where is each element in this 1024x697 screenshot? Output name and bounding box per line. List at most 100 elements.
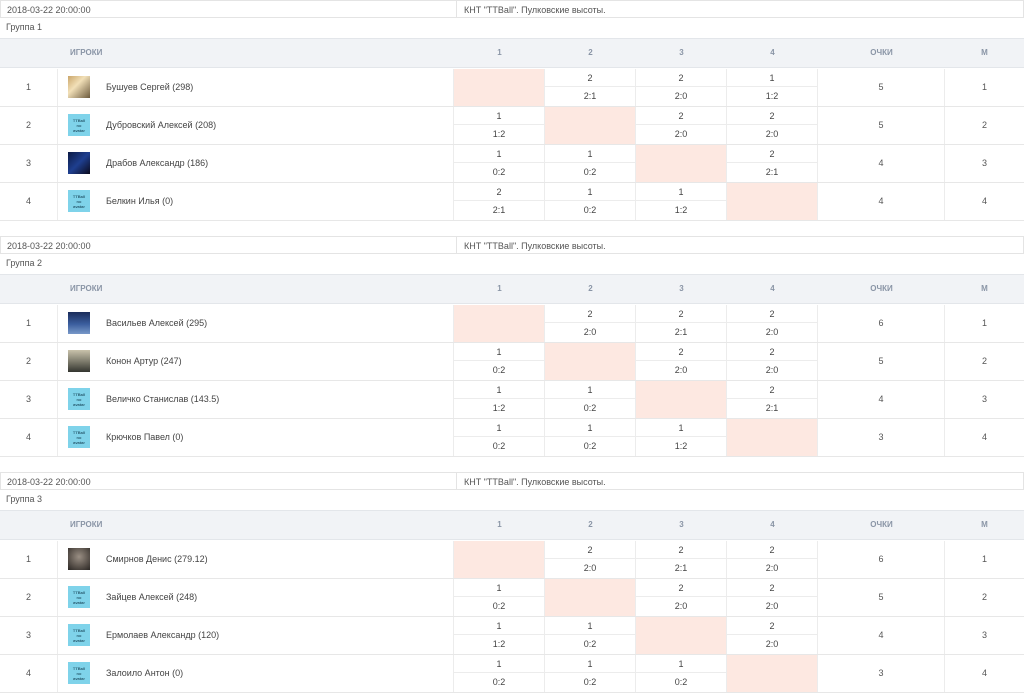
player-name[interactable]: Смирнов Денис (279.12)	[106, 554, 208, 564]
total-points: 4	[818, 145, 945, 182]
total-points: 4	[818, 617, 945, 654]
table-row: 3 TTBall no avatar Величко Станислав (143.5)…	[0, 381, 1024, 419]
col-4-header: 4	[770, 48, 775, 57]
score-cell: 2 2:0	[727, 541, 818, 578]
match-points: 1	[454, 419, 544, 437]
row-number: 1	[0, 541, 58, 578]
col-2-header: 2	[588, 520, 593, 529]
row-number: 2	[0, 579, 58, 616]
match-score: 2:0	[674, 129, 688, 139]
match-score: 0:2	[583, 677, 597, 687]
match-points: 2	[545, 69, 635, 87]
col-3-header: 3	[679, 284, 684, 293]
score-cell: 2 2:1	[545, 69, 636, 106]
match-points: 2	[545, 541, 635, 559]
venue-name: КНТ "TTBall". Пулковские высоты.	[464, 477, 606, 487]
match-score: 1:2	[674, 441, 688, 451]
group-header: 2018-03-22 20:00:00 КНТ "TTBall". Пулковс…	[0, 0, 1024, 18]
col-1-header: 1	[497, 284, 502, 293]
row-number: 1	[0, 305, 58, 342]
self-match-cell	[454, 69, 545, 106]
row-number: 4	[0, 655, 58, 692]
col-1-header: 1	[497, 48, 502, 57]
total-points: 5	[818, 579, 945, 616]
self-match-cell	[636, 381, 727, 418]
player-name[interactable]: Залоило Антон (0)	[106, 668, 184, 678]
player-name[interactable]: Драбов Александр (186)	[106, 158, 209, 168]
venue-name: КНТ "TTBall". Пулковские высоты.	[464, 241, 606, 251]
player-avatar: TTBall no avatar	[68, 662, 90, 684]
total-points: 4	[818, 381, 945, 418]
col-4-header: 4	[770, 520, 775, 529]
player-name[interactable]: Зайцев Алексей (248)	[106, 592, 198, 602]
row-number: 2	[0, 107, 58, 144]
table-row: 2 TTBall no avatar Дубровский Алексей (208) 1…	[0, 107, 1024, 145]
self-match-cell	[545, 343, 636, 380]
header-divider	[456, 237, 457, 254]
col-points-header: ОЧКИ	[870, 520, 893, 529]
table-header: ИГРОКИ 1 2 3 4 ОЧКИ М	[0, 38, 1024, 68]
match-score: 0:2	[583, 205, 597, 215]
player-avatar	[68, 152, 90, 174]
match-points: 1	[636, 655, 726, 673]
score-cell: 1 1:2	[727, 69, 818, 106]
final-place: 4	[981, 196, 987, 206]
player-name[interactable]: Бушуев Сергей (298)	[106, 82, 194, 92]
score-cell: 1 0:2	[454, 343, 545, 380]
table-row: 1 Смирнов Денис (279.12) 2 2:0 2 2:1 2 2:0 6 1	[0, 541, 1024, 579]
player-name[interactable]: Величко Станислав (143.5)	[106, 394, 220, 404]
match-score: 2:1	[674, 563, 688, 573]
score-cell: 2 2:1	[727, 145, 818, 182]
match-points: 1	[454, 343, 544, 361]
match-points: 2	[636, 579, 726, 597]
score-cell: 2 2:0	[727, 579, 818, 616]
player-name[interactable]: Конон Артур (247)	[106, 356, 182, 366]
match-points: 1	[454, 107, 544, 125]
header-divider	[456, 473, 457, 490]
player-avatar	[68, 76, 90, 98]
match-points: 1	[545, 183, 635, 201]
score-cell: 1 0:2	[545, 617, 636, 654]
match-points: 2	[727, 343, 817, 361]
match-score: 0:2	[674, 677, 688, 687]
final-place: 2	[981, 356, 987, 366]
self-match-cell	[454, 305, 545, 342]
player-cell: TTBall no avatar Залоило Антон (0)	[58, 655, 454, 692]
match-score: 1:2	[492, 639, 506, 649]
score-cell: 2 2:0	[636, 107, 727, 144]
player-avatar: TTBall no avatar	[68, 388, 90, 410]
col-points-header: ОЧКИ	[870, 284, 893, 293]
player-avatar: TTBall no avatar	[68, 114, 90, 136]
match-score: 0:2	[583, 639, 597, 649]
player-name[interactable]: Дубровский Алексей (208)	[106, 120, 217, 130]
score-cell: 2 2:1	[636, 541, 727, 578]
player-avatar: TTBall no avatar	[68, 190, 90, 212]
score-cell: 2 2:0	[545, 305, 636, 342]
col-1-header: 1	[497, 520, 502, 529]
player-name[interactable]: Васильев Алексей (295)	[106, 318, 208, 328]
match-score: 2:0	[765, 639, 779, 649]
table-row: 1 Бушуев Сергей (298) 2 2:1 2 2:0 1 1:2 5 1	[0, 69, 1024, 107]
match-score: 0:2	[492, 677, 506, 687]
group-name: Группа 1	[6, 22, 43, 32]
player-name[interactable]: Белкин Илья (0)	[106, 196, 174, 206]
match-score: 2:0	[583, 327, 597, 337]
match-points: 2	[545, 305, 635, 323]
player-name[interactable]: Крючков Павел (0)	[106, 432, 184, 442]
score-cell: 1 0:2	[454, 579, 545, 616]
match-score: 2:0	[765, 327, 779, 337]
match-points: 2	[727, 617, 817, 635]
match-score: 2:1	[674, 327, 688, 337]
group-name: Группа 3	[6, 494, 43, 504]
match-score: 0:2	[583, 403, 597, 413]
score-cell: 2 2:1	[636, 305, 727, 342]
score-cell: 2 2:0	[636, 343, 727, 380]
player-name[interactable]: Ермолаев Александр (120)	[106, 630, 220, 640]
self-match-cell	[727, 419, 818, 456]
match-score: 2:1	[492, 205, 506, 215]
final-place: 1	[981, 318, 987, 328]
match-points: 2	[454, 183, 544, 201]
match-points: 1	[454, 145, 544, 163]
player-cell: Драбов Александр (186)	[58, 145, 454, 182]
match-points: 1	[727, 69, 817, 87]
